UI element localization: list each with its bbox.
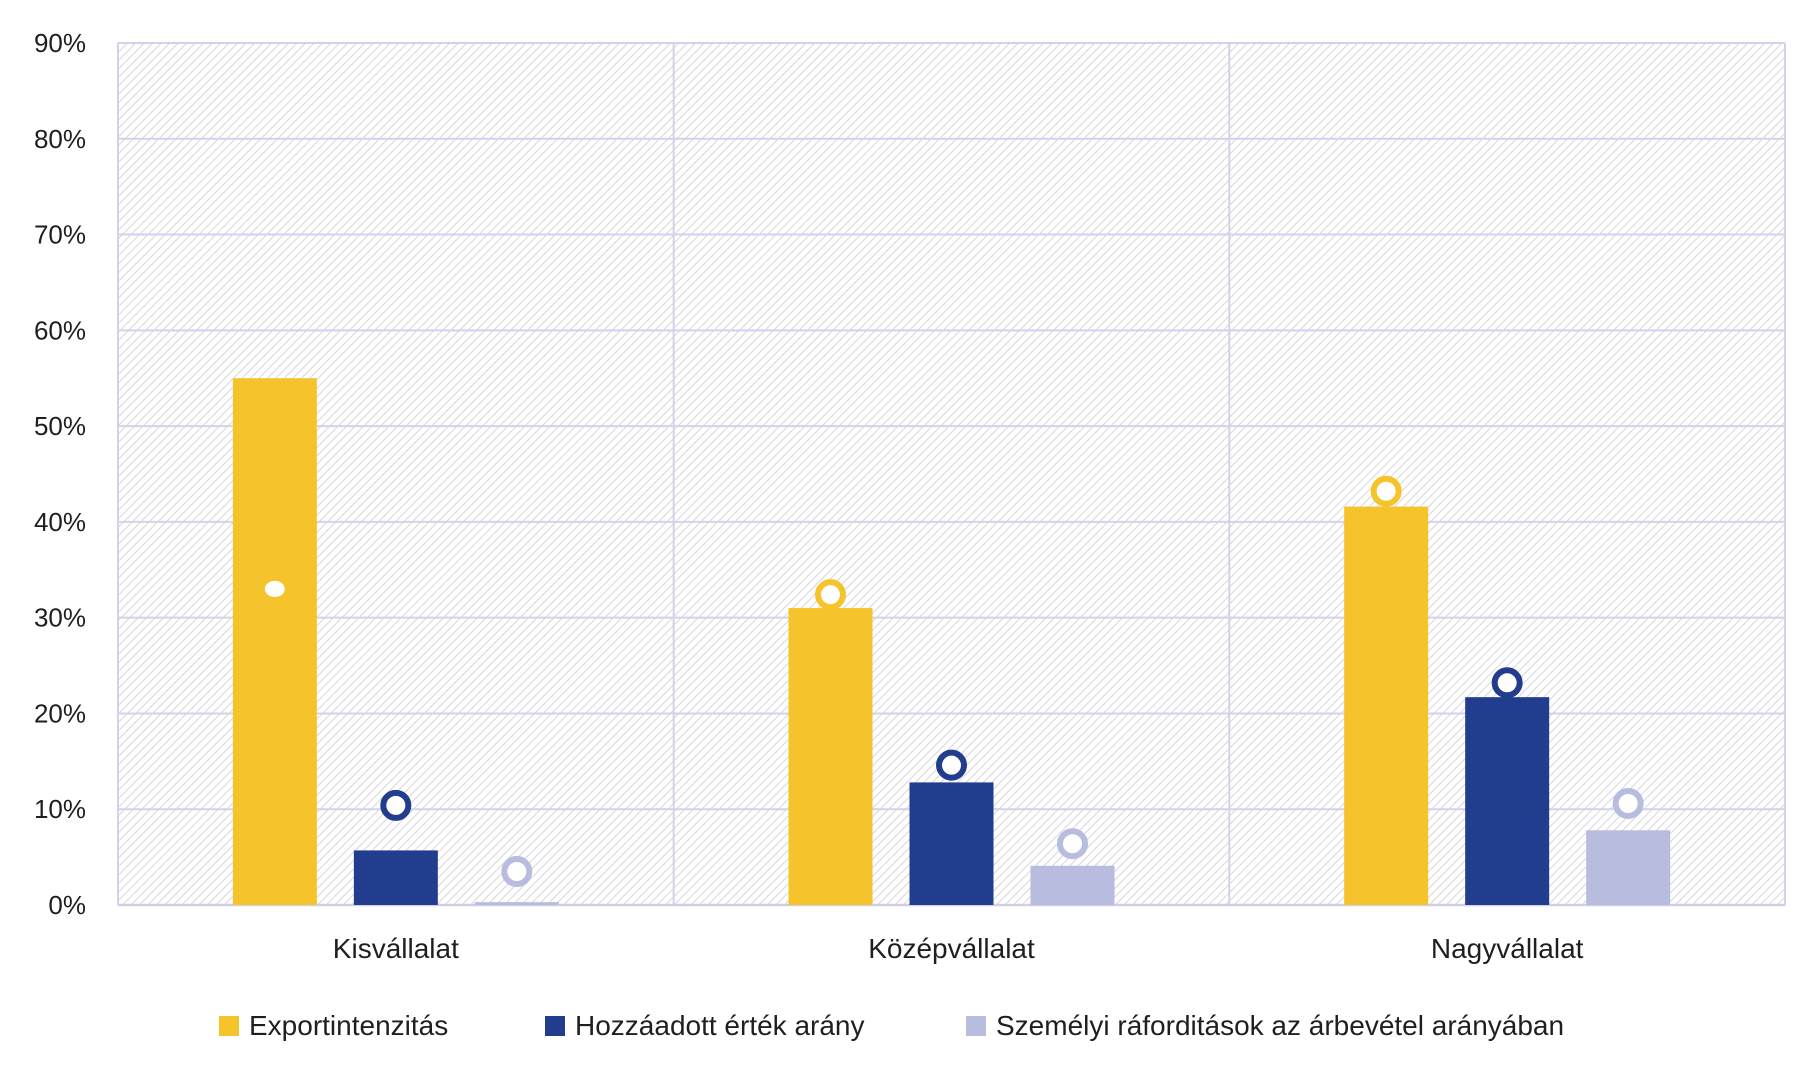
bar xyxy=(1344,506,1429,905)
x-tick-label: Középvállalat xyxy=(868,933,1035,964)
legend-swatch xyxy=(545,1016,565,1036)
x-tick-label: Kisvállalat xyxy=(333,933,459,964)
marker-point xyxy=(1491,667,1523,699)
marker-point xyxy=(380,789,412,821)
marker-point xyxy=(264,580,285,597)
bar xyxy=(1030,865,1115,905)
marker-point xyxy=(1370,475,1402,507)
bar xyxy=(788,608,873,905)
y-tick-label: 70% xyxy=(34,220,86,250)
y-tick-label: 60% xyxy=(34,315,86,345)
legend-label: Exportintenzitás xyxy=(249,1010,448,1041)
y-tick-label: 90% xyxy=(34,28,86,58)
bar xyxy=(232,378,317,905)
bar xyxy=(1465,697,1550,905)
y-tick-label: 40% xyxy=(34,507,86,537)
marker-point xyxy=(501,855,533,887)
marker-point xyxy=(936,749,967,781)
y-axis: 0% 10% 20% 30% 40% 50% 60% 70% 80% 90% xyxy=(34,28,86,920)
x-tick-label: Nagyvállalat xyxy=(1431,933,1584,964)
legend-label: Személyi ráforditások az árbevétel arány… xyxy=(996,1010,1564,1041)
legend-swatch xyxy=(966,1016,986,1036)
bar xyxy=(474,902,559,905)
bar xyxy=(909,782,994,905)
bar xyxy=(353,850,438,905)
legend-swatch xyxy=(219,1016,239,1036)
y-tick-label: 0% xyxy=(48,890,86,920)
y-tick-label: 10% xyxy=(34,794,86,824)
y-tick-label: 50% xyxy=(34,411,86,441)
y-tick-label: 20% xyxy=(34,698,86,728)
bar xyxy=(1586,830,1671,905)
bars xyxy=(232,378,1671,905)
marker-point xyxy=(1612,787,1644,819)
legend-label: Hozzáadott érték arány xyxy=(575,1010,865,1041)
x-axis: Kisvállalat Középvállalat Nagyvállalat xyxy=(333,933,1584,964)
marker-point xyxy=(1057,828,1088,860)
legend: Exportintenzitás Hozzáadott érték arány Sz… xyxy=(219,1010,1564,1041)
marker-point xyxy=(815,579,846,611)
markers xyxy=(264,475,1644,887)
y-tick-label: 80% xyxy=(34,124,86,154)
y-tick-label: 30% xyxy=(34,603,86,633)
